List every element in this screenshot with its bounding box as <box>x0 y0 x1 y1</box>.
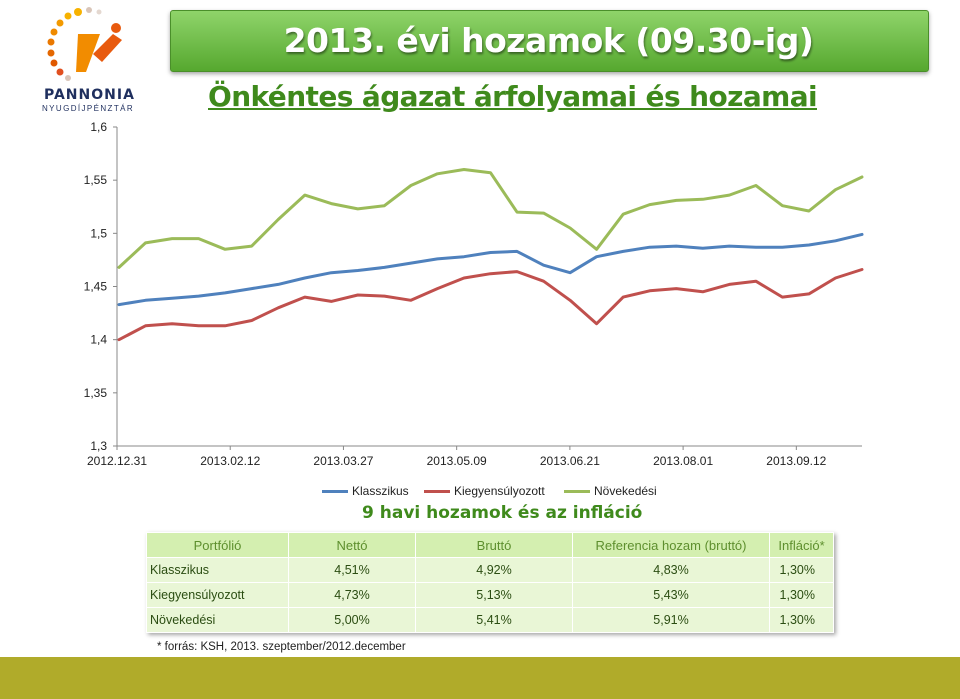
table-row: Kiegyensúlyozott 4,73% 5,13% 5,43% 1,30% <box>146 582 834 608</box>
cell-referencia: 4,83% <box>572 557 770 583</box>
header-brutto: Bruttó <box>415 532 573 558</box>
x-tick-label: 2013.09.12 <box>766 454 826 468</box>
y-tick-label: 1,55 <box>84 173 108 187</box>
table-row: Növekedési 5,00% 5,41% 5,91% 1,30% <box>146 607 834 633</box>
legend-item-kiegyensulyozott: Kiegyensúlyozott <box>424 484 545 498</box>
title-banner <box>170 10 929 72</box>
legend-swatch <box>424 489 450 493</box>
table-header-row: Portfólió Nettó Bruttó Referencia hozam … <box>146 532 834 558</box>
cell-inflacio: 1,30% <box>769 607 834 633</box>
table-row: Klasszikus 4,51% 4,92% 4,83% 1,30% <box>146 557 834 583</box>
series-line-novekedesi <box>117 168 864 269</box>
legend-label: Klasszikus <box>352 484 409 498</box>
y-tick-label: 1,4 <box>90 333 107 347</box>
header-referencia: Referencia hozam (bruttó) <box>572 532 770 558</box>
cell-referencia: 5,91% <box>572 607 770 633</box>
x-tick-label: 2012.12.31 <box>87 454 147 468</box>
series-line-kiegyensulyozott <box>117 268 864 342</box>
pannonia-logo <box>47 7 122 81</box>
header-inflacio: Infláció* <box>769 532 834 558</box>
cell-inflacio: 1,30% <box>769 582 834 608</box>
cell-netto: 5,00% <box>288 607 416 633</box>
y-tick-label: 1,45 <box>84 280 108 294</box>
y-tick-label: 1,5 <box>90 226 107 240</box>
page-title: 2013. évi hozamok (09.30-ig) <box>283 21 814 60</box>
cell-brutto: 4,92% <box>415 557 573 583</box>
cell-inflacio: 1,30% <box>769 557 834 583</box>
cell-brutto: 5,41% <box>415 607 573 633</box>
line-chart: 1,3 1,35 1,4 1,45 1,5 1,55 1,6 2012.12.31 2013.0… <box>84 120 864 468</box>
legend-swatch <box>322 489 348 493</box>
legend-label: Növekedési <box>594 484 657 498</box>
cell-netto: 4,51% <box>288 557 416 583</box>
chart-legend: Klasszikus Kiegyensúlyozott Növekedési <box>0 484 960 502</box>
y-tick-label: 1,6 <box>90 120 107 134</box>
cell-portfolio: Kiegyensúlyozott <box>146 582 289 608</box>
x-tick-label: 2013.02.12 <box>200 454 260 468</box>
x-tick-label: 2013.05.09 <box>427 454 487 468</box>
y-tick-label: 1,35 <box>84 386 108 400</box>
legend-item-klasszikus: Klasszikus <box>322 484 409 498</box>
series-line-klasszikus <box>117 232 864 307</box>
cell-brutto: 5,13% <box>415 582 573 608</box>
logo-brand: PANNONIA <box>44 87 135 103</box>
table-title: 9 havi hozamok és az infláció <box>362 503 643 523</box>
cell-referencia: 5,43% <box>572 582 770 608</box>
logo-dots <box>47 7 102 81</box>
x-tick-label: 2013.03.27 <box>313 454 373 468</box>
logo-subtitle: NYUGDÍJPÉNZTÁR <box>42 104 135 113</box>
legend-swatch <box>564 489 590 493</box>
x-tick-label: 2013.08.01 <box>653 454 713 468</box>
x-tick-label: 2013.06.21 <box>540 454 600 468</box>
header-portfolio: Portfólió <box>146 532 289 558</box>
cell-netto: 4,73% <box>288 582 416 608</box>
y-tick-label: 1,3 <box>90 439 107 453</box>
returns-table: Portfólió Nettó Bruttó Referencia hozam … <box>146 532 834 633</box>
source-footnote: * forrás: KSH, 2013. szeptember/2012.dec… <box>157 641 406 653</box>
cell-portfolio: Növekedési <box>146 607 289 633</box>
bottom-bar <box>0 657 960 699</box>
cell-portfolio: Klasszikus <box>146 557 289 583</box>
chart-subtitle: Önkéntes ágazat árfolyamai és hozamai <box>208 80 818 113</box>
header-netto: Nettó <box>288 532 416 558</box>
legend-item-novekedesi: Növekedési <box>564 484 657 498</box>
legend-label: Kiegyensúlyozott <box>454 484 545 498</box>
